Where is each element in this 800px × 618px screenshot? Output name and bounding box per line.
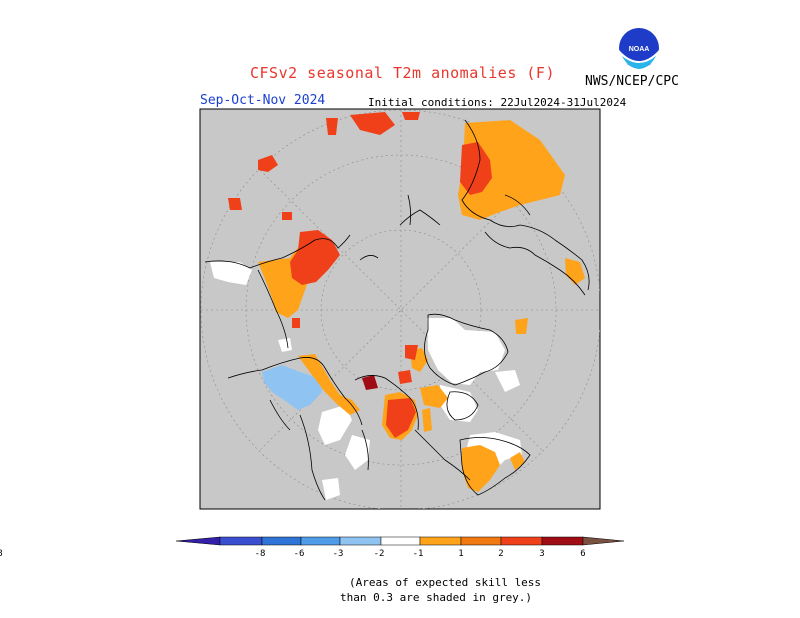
noaa-logo-text: NOAA xyxy=(629,46,650,53)
colorbar-swatch xyxy=(380,536,421,546)
above-normal-red xyxy=(228,112,492,438)
colorbar-swatch xyxy=(339,536,382,546)
agency-label: NWS/NCEP/CPC xyxy=(585,74,679,89)
above-normal-darkred xyxy=(362,375,378,390)
colorbar-tick-label: -1 xyxy=(413,549,424,559)
colorbar-tick-label: 1 xyxy=(458,549,463,559)
colorbar-swatch xyxy=(500,536,543,546)
noaa-logo-icon: NOAA xyxy=(619,28,659,69)
colorbar-tick-label: 6 xyxy=(580,549,585,559)
colorbar-swatch xyxy=(460,536,502,546)
colorbar-tick-label: -2 xyxy=(374,549,385,559)
colorbar-tick-label: 3 xyxy=(539,549,544,559)
colorbar-swatch xyxy=(261,536,302,546)
colorbar-swatch xyxy=(419,536,462,546)
below-normal-area xyxy=(262,365,322,410)
colorbar-arrow-high xyxy=(582,536,625,546)
colorbar-swatch xyxy=(541,536,584,546)
season-label: Sep-Oct-Nov 2024 xyxy=(200,93,326,108)
coastlines xyxy=(204,119,590,501)
colorbar-swatch xyxy=(219,536,263,546)
colorbar-tick-label: -6 xyxy=(294,549,305,559)
colorbar-tick-label: 8 xyxy=(0,549,3,559)
polar-map xyxy=(199,108,601,510)
map-frame xyxy=(199,108,601,510)
colorbar-arrow-low xyxy=(175,536,221,546)
skill-note-line-1: (Areas of expected skill less xyxy=(349,576,542,589)
colorbar-swatch xyxy=(300,536,341,546)
initial-conditions-label: Initial conditions: 22Jul2024-31Jul2024 xyxy=(368,96,627,109)
map-title: CFSv2 seasonal T2m anomalies (F) xyxy=(250,64,555,82)
skill-note: (Areas of expected skill less than 0.3 a… xyxy=(340,575,560,605)
colorbar-tick-label: 2 xyxy=(498,549,503,559)
colorbar-tick-label: -8 xyxy=(255,549,266,559)
colorbar: -8 -6 -3 -2 -1 1 2 3 6 8 xyxy=(0,536,625,559)
colorbar-tick-label: -3 xyxy=(333,549,344,559)
near-normal-areas xyxy=(210,262,522,500)
skill-note-line-2: than 0.3 are shaded in grey.) xyxy=(340,591,533,604)
